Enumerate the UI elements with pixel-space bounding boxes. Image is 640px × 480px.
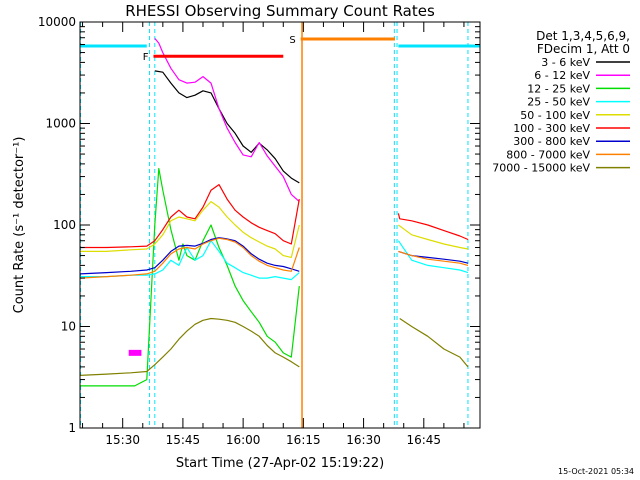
x-axis-label: Start Time (27-Apr-02 15:19:22) — [176, 456, 384, 471]
series-line-7-seg-0 — [79, 237, 300, 279]
series-line-8-seg-1 — [399, 318, 469, 368]
info-line-1: Det 1,3,4,5,6,9, — [536, 29, 630, 43]
series-line-6-seg-0 — [79, 237, 300, 275]
x-tick-label-5: 16:45 — [406, 433, 441, 447]
x-tick-label-2: 16:00 — [226, 433, 261, 447]
x-tick-label-3: 16:15 — [286, 433, 321, 447]
info-line-2: FDecim 1, Att 0 — [537, 42, 630, 56]
series-line-4-seg-0 — [80, 201, 300, 258]
y-tick-label-4: 10000 — [38, 15, 76, 29]
y-tick-label-1: 10 — [61, 320, 76, 334]
legend-label-2: 12 - 25 keV — [527, 82, 590, 95]
legend-label-5: 100 - 300 keV — [513, 122, 590, 135]
flag-bars: FS — [80, 35, 480, 63]
generation-timestamp: 15-Oct-2021 05:34 — [558, 467, 634, 476]
axis-ticks: 1 10 100 1000 10000 15:30 15:45 16:00 16:15 16:30… — [38, 15, 480, 447]
x-tick-label-1: 15:45 — [166, 433, 201, 447]
series-layer — [79, 38, 469, 387]
series-line-1-seg-0 — [154, 38, 300, 203]
chart-title: RHESSI Observing Summary Count Rates — [125, 2, 435, 20]
series-line-5-seg-0 — [80, 184, 300, 249]
legend-label-8: 7000 - 15000 keV — [492, 162, 590, 175]
legend-label-1: 6 - 12 keV — [534, 69, 590, 82]
legend-label-3: 25 - 50 keV — [527, 96, 590, 109]
legend-label-6: 300 - 800 keV — [513, 135, 590, 148]
x-tick-label-0: 15:30 — [105, 433, 140, 447]
series-line-3-seg-1 — [397, 240, 469, 274]
legend-label-4: 50 - 100 keV — [520, 109, 590, 122]
flag-label-0: F — [143, 52, 149, 63]
flag-label-1: S — [289, 35, 295, 46]
legend-label-7: 800 - 7000 keV — [506, 148, 590, 161]
series-line-7-seg-1 — [398, 250, 469, 266]
series-line-2-seg-0 — [80, 167, 300, 387]
legend-label-0: 3 - 6 keV — [541, 56, 590, 69]
series-line-0-seg-0 — [154, 70, 300, 184]
series-line-8-seg-0 — [79, 317, 300, 376]
series-line-4-seg-1 — [398, 224, 469, 250]
series-line-5-seg-1 — [397, 213, 469, 241]
y-axis-label: Count Rate (s⁻¹ detector⁻¹) — [12, 137, 27, 314]
x-tick-label-4: 16:30 — [346, 433, 381, 447]
y-tick-label-3: 1000 — [45, 117, 76, 131]
y-tick-label-2: 100 — [53, 218, 76, 232]
y-tick-label-0: 1 — [68, 421, 76, 435]
